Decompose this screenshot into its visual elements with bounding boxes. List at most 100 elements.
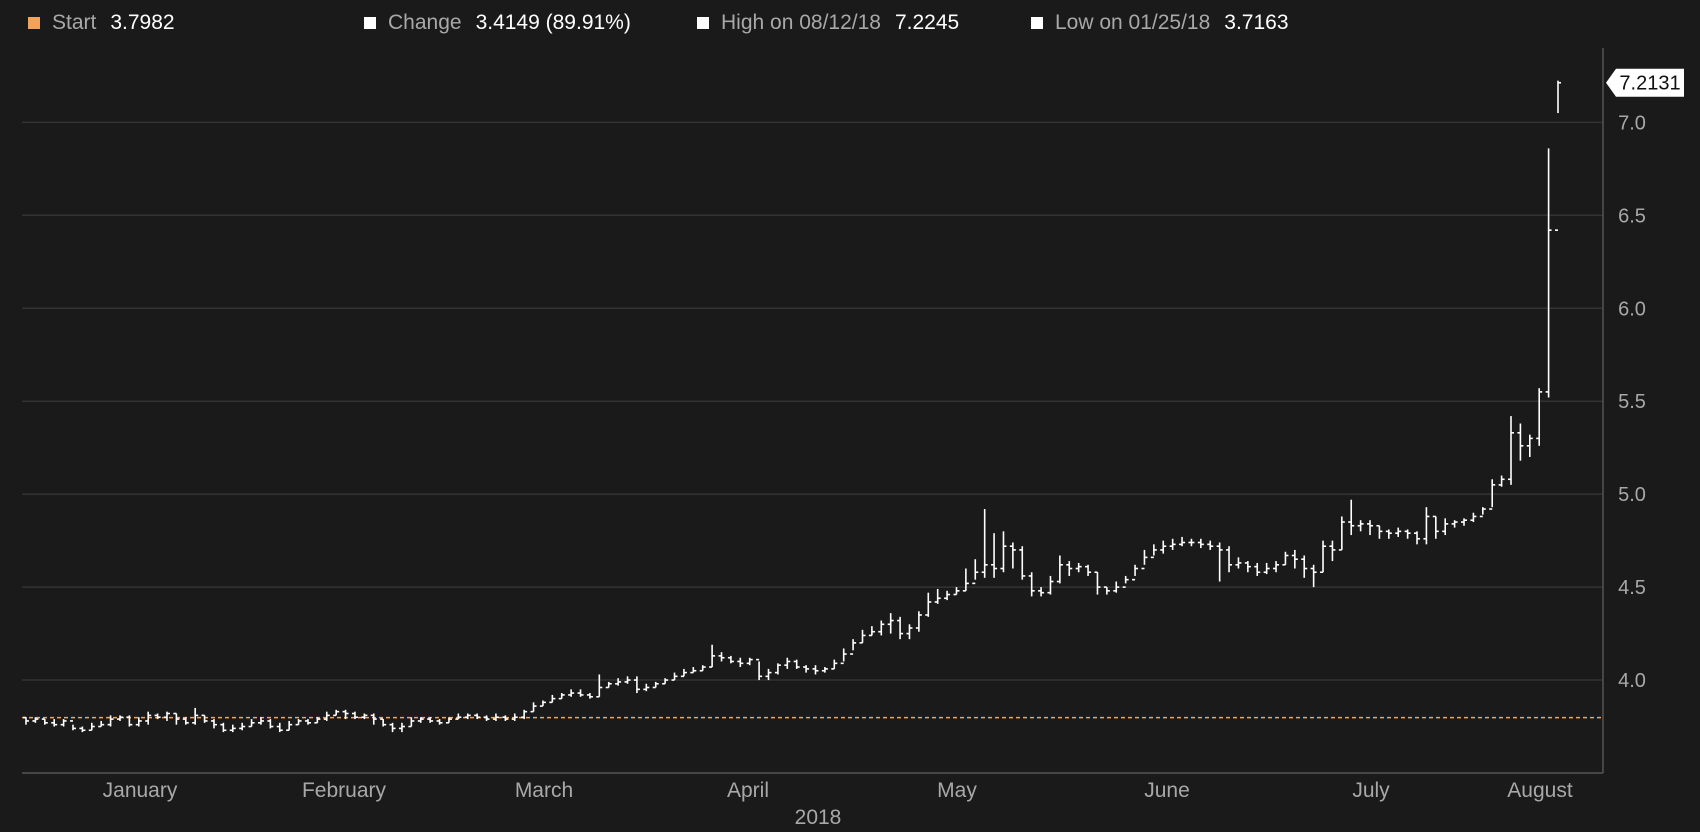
last-value-label: 7.2131 bbox=[1606, 68, 1684, 97]
ohlc-bar bbox=[135, 717, 142, 727]
ohlc-bar bbox=[521, 709, 528, 720]
ohlc-bar bbox=[1320, 540, 1327, 574]
ohlc-bar bbox=[1385, 529, 1392, 539]
ohlc-bar bbox=[1066, 561, 1073, 576]
y-tick-label: 5.5 bbox=[1618, 391, 1646, 413]
ohlc-bar bbox=[803, 665, 810, 673]
legend-item-start: Start 3.7982 bbox=[28, 10, 175, 36]
ohlc-bar bbox=[1197, 538, 1204, 549]
ohlc-bar bbox=[1451, 520, 1458, 528]
ohlc-bar bbox=[417, 717, 424, 723]
ohlc-bar bbox=[41, 718, 48, 725]
ohlc-bar bbox=[342, 709, 349, 720]
ohlc-bar bbox=[333, 709, 340, 717]
ohlc-bar bbox=[530, 702, 537, 713]
y-tick-label: 4.5 bbox=[1618, 577, 1646, 599]
x-tick-label: January bbox=[103, 779, 178, 802]
ohlc-bar bbox=[1526, 434, 1533, 457]
ohlc-bar bbox=[361, 713, 368, 720]
ohlc-bar bbox=[1432, 515, 1439, 539]
ohlc-bar bbox=[1536, 388, 1543, 446]
ohlc-bar bbox=[314, 717, 321, 724]
ohlc-bar bbox=[934, 588, 941, 604]
ohlc-bar bbox=[304, 719, 311, 725]
ohlc-bar bbox=[229, 724, 236, 733]
x-tick-label: June bbox=[1144, 779, 1190, 802]
last-value-label-background bbox=[1606, 68, 1684, 97]
ohlc-bar bbox=[1498, 475, 1505, 487]
ohlc-bar bbox=[1009, 542, 1016, 569]
ohlc-bar bbox=[1132, 564, 1139, 581]
ohlc-bar bbox=[1282, 551, 1289, 566]
grid-lines bbox=[22, 121, 1603, 681]
ohlc-bar bbox=[756, 658, 763, 681]
ohlc-bar bbox=[549, 694, 556, 704]
ohlc-bar bbox=[1179, 536, 1186, 547]
legend-value-high: 7.2245 bbox=[894, 11, 960, 34]
ohlc-bar bbox=[962, 568, 969, 592]
ohlc-bar bbox=[220, 722, 227, 733]
ohlc-bar bbox=[1263, 562, 1270, 575]
ohlc-bar bbox=[878, 620, 885, 636]
last-value-text: 7.2131 bbox=[1619, 73, 1680, 95]
ohlc-bar bbox=[1000, 531, 1007, 573]
ohlc-bar bbox=[445, 717, 452, 724]
x-tick-label: August bbox=[1507, 779, 1573, 802]
ohlc-bar bbox=[821, 667, 828, 673]
ohlc-bar bbox=[1414, 531, 1421, 545]
ohlc-bar bbox=[276, 722, 283, 733]
ohlc-bar bbox=[295, 719, 302, 726]
ohlc-bar bbox=[831, 659, 838, 670]
ohlc-bar bbox=[868, 626, 875, 637]
ohlc-bar bbox=[643, 683, 650, 692]
ohlc-bar bbox=[991, 533, 998, 578]
ohlc-bar bbox=[192, 707, 199, 725]
ohlc-bar bbox=[1160, 540, 1167, 554]
legend-item-high: High on 08/12/18 7.2245 bbox=[697, 10, 959, 36]
legend-swatch-start bbox=[28, 17, 40, 29]
y-tick-label: 6.5 bbox=[1618, 205, 1646, 227]
x-tick-labels: January February March April May June July Augu… bbox=[103, 779, 1573, 802]
ohlc-bar bbox=[1075, 562, 1082, 573]
ohlc-bar bbox=[210, 719, 217, 729]
ohlc-bar bbox=[1038, 587, 1045, 597]
ohlc-bar bbox=[915, 611, 922, 632]
ohlc-bar bbox=[793, 659, 800, 669]
ohlc-bar bbox=[1169, 538, 1176, 550]
ohlc-bar bbox=[60, 719, 67, 727]
ohlc-bar bbox=[464, 713, 471, 720]
ohlc-bar bbox=[474, 713, 481, 720]
ohlc-bar bbox=[1461, 518, 1468, 526]
ohlc-bar bbox=[1085, 564, 1092, 576]
legend-swatch-low bbox=[1031, 17, 1043, 29]
ohlc-bar bbox=[1470, 512, 1477, 523]
ohlc-bar bbox=[1489, 479, 1496, 510]
y-tick-labels: 4.0 4.5 5.0 5.5 6.0 6.5 7.0 bbox=[1618, 112, 1646, 692]
ohlc-bar bbox=[1273, 561, 1280, 573]
ohlc-bar bbox=[709, 644, 716, 668]
ohlc-bar bbox=[1103, 586, 1110, 595]
ohlc-bar bbox=[1376, 524, 1383, 539]
ohlc-bar bbox=[1329, 540, 1336, 562]
ohlc-bar bbox=[765, 668, 772, 681]
ohlc-bar bbox=[1254, 562, 1261, 576]
ohlc-bar bbox=[1301, 555, 1308, 578]
ohlc-bar bbox=[633, 676, 640, 694]
ohlc-bar bbox=[1019, 546, 1026, 580]
x-tick-label: July bbox=[1352, 779, 1390, 802]
ohlc-bar bbox=[492, 713, 499, 721]
ohlc-bar bbox=[671, 672, 678, 681]
ohlc-bar bbox=[116, 715, 123, 721]
legend-value-low: 3.7163 bbox=[1224, 11, 1289, 34]
ohlc-bar bbox=[1047, 575, 1054, 595]
ohlc-bar bbox=[1094, 571, 1101, 595]
ohlc-bar bbox=[887, 613, 894, 634]
ohlc-bar bbox=[812, 665, 819, 675]
ohlc-bar bbox=[925, 592, 932, 617]
ohlc-bar bbox=[351, 711, 358, 720]
ohlc-bar bbox=[239, 722, 246, 731]
ohlc-bar bbox=[840, 648, 847, 665]
ohlc-bar bbox=[483, 715, 490, 721]
ohlc-bar bbox=[173, 712, 180, 725]
